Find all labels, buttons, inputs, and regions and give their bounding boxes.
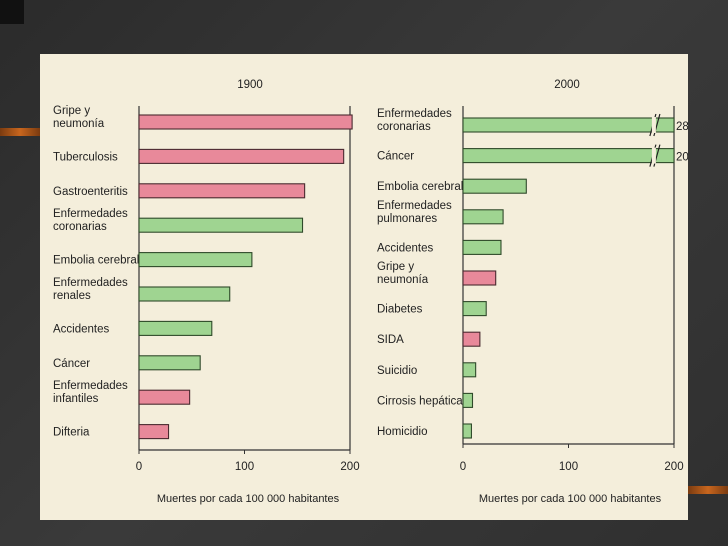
corner-block xyxy=(0,0,24,24)
bar xyxy=(138,252,253,268)
x-tick-label: 200 xyxy=(340,461,359,473)
category-label: coronarias xyxy=(377,121,431,133)
category-label: Enfermedades xyxy=(377,200,452,212)
axis-break-gap xyxy=(651,117,656,133)
x-tick-label: 0 xyxy=(136,461,142,473)
category-label: Enfermedades xyxy=(377,108,452,120)
x-tick-label: 200 xyxy=(664,461,683,473)
category-label: Suicidio xyxy=(377,365,417,377)
x-tick-label: 100 xyxy=(559,461,578,473)
category-label: Gripe y xyxy=(377,261,414,273)
category-label: Enfermedades xyxy=(53,208,128,220)
bar-value-label: 205 xyxy=(676,152,688,164)
bar xyxy=(138,286,231,302)
category-label: Cáncer xyxy=(377,151,414,163)
decorative-stripe-right xyxy=(688,486,728,494)
bar xyxy=(462,148,675,164)
decorative-stripe-left xyxy=(0,128,40,136)
bar xyxy=(138,114,353,130)
bar xyxy=(138,148,345,164)
bar xyxy=(462,117,675,133)
category-label: Gastroenteritis xyxy=(53,186,128,198)
category-label: Homicidio xyxy=(377,426,428,438)
bar xyxy=(462,239,502,255)
bar xyxy=(138,320,213,336)
bar xyxy=(462,209,504,225)
bar-value-label: 281 xyxy=(676,121,688,133)
category-label: Gripe y xyxy=(53,105,90,117)
bar xyxy=(462,423,472,439)
category-label: Difteria xyxy=(53,427,90,439)
bar xyxy=(138,183,306,199)
category-label: pulmonares xyxy=(377,213,437,225)
category-label: Embolia cerebral xyxy=(53,255,139,267)
category-label: Embolia cerebral xyxy=(377,181,463,193)
chart-panel: 1900 0 100 200 Muertes por cada 100 000 habi… xyxy=(40,54,688,520)
category-label: Enfermedades xyxy=(53,380,128,392)
bar xyxy=(138,389,191,405)
category-label: SIDA xyxy=(377,334,404,346)
bar xyxy=(462,362,477,378)
category-label: Enfermedades xyxy=(53,277,128,289)
x-axis-title: Muertes por cada 100 000 habitantes xyxy=(479,493,662,505)
bar xyxy=(138,355,201,371)
chart-title-2000: 2000 xyxy=(554,79,580,91)
category-label: coronarias xyxy=(53,221,107,233)
category-label: Accidentes xyxy=(53,323,110,335)
chart-figure: 1900 0 100 200 Muertes por cada 100 000 habi… xyxy=(53,79,688,505)
x-tick-label: 100 xyxy=(235,461,254,473)
x-axis-title: Muertes por cada 100 000 habitantes xyxy=(157,493,340,505)
axis-break-gap xyxy=(651,147,656,164)
category-label: infantiles xyxy=(53,393,99,405)
category-label: neumonía xyxy=(53,118,105,130)
chart-title-1900: 1900 xyxy=(237,79,263,91)
category-label: renales xyxy=(53,290,91,302)
category-label: Accidentes xyxy=(377,242,434,254)
x-tick-label: 0 xyxy=(460,461,466,473)
category-label: Cáncer xyxy=(53,358,90,370)
category-label: Cirrosis hepática xyxy=(377,395,463,407)
bar xyxy=(138,217,304,233)
bar xyxy=(462,178,527,194)
bar xyxy=(462,270,497,286)
bar xyxy=(462,392,474,408)
bar xyxy=(138,424,170,440)
bar xyxy=(462,301,487,317)
category-label: neumonía xyxy=(377,274,429,286)
category-label: Tuberculosis xyxy=(53,151,118,163)
bar xyxy=(462,331,481,347)
category-label: Diabetes xyxy=(377,304,423,316)
